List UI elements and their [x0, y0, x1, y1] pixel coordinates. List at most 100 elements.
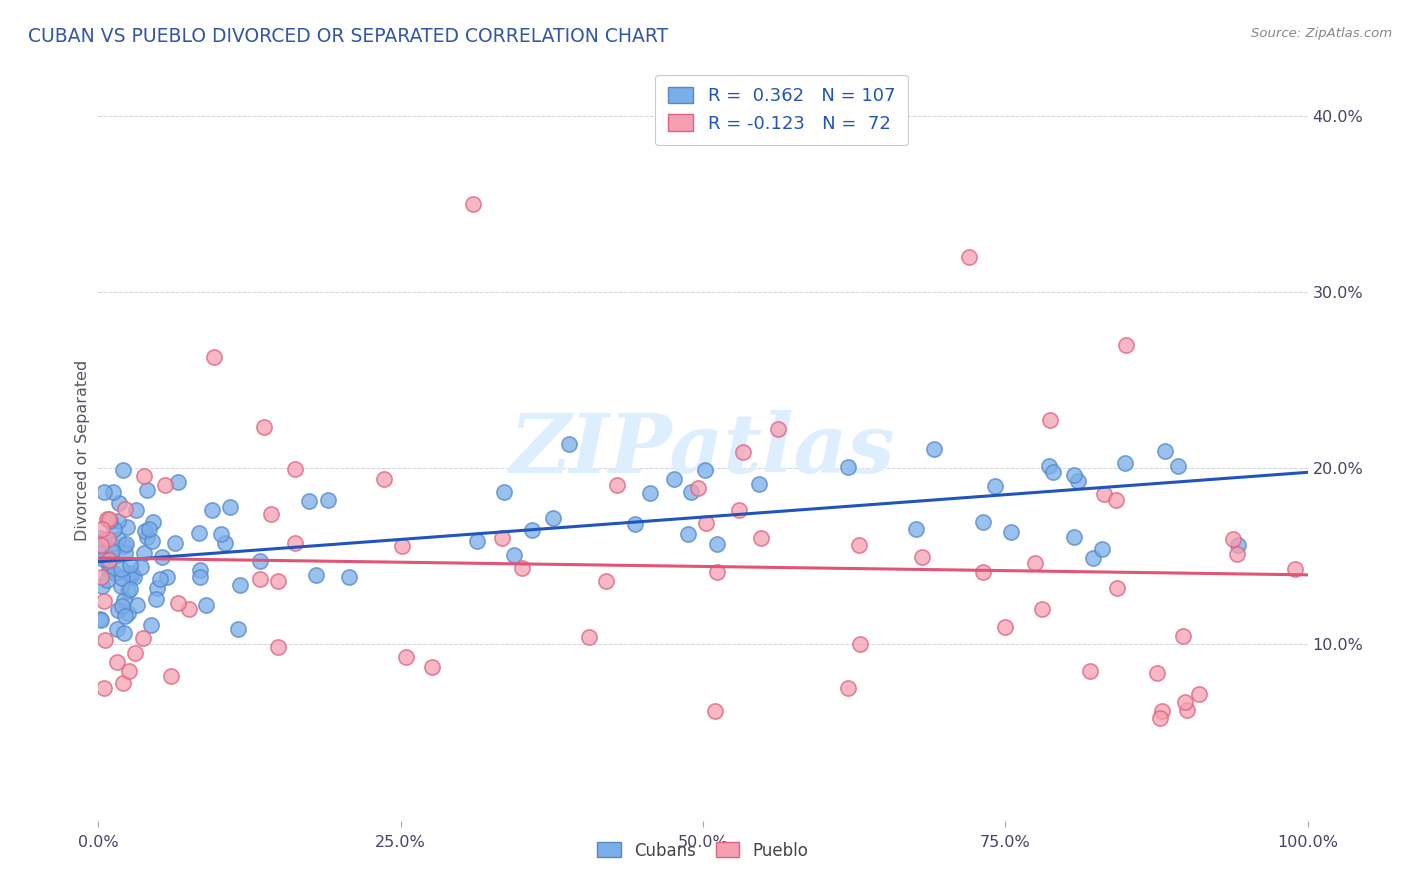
Point	[492, 485, 515, 500]
Point	[904, 522, 927, 536]
Point	[1024, 556, 1046, 570]
Point	[1167, 459, 1189, 474]
Point	[984, 479, 1007, 493]
Point	[101, 485, 124, 500]
Point	[849, 637, 872, 651]
Point	[1225, 547, 1247, 561]
Point	[624, 517, 647, 532]
Point	[167, 596, 190, 610]
Point	[1115, 337, 1137, 351]
Point	[316, 493, 339, 508]
Point	[125, 503, 148, 517]
Point	[91, 552, 114, 566]
Point	[90, 613, 112, 627]
Point	[1063, 468, 1085, 483]
Point	[1067, 474, 1090, 488]
Point	[165, 536, 187, 550]
Point	[1226, 538, 1249, 552]
Point	[706, 537, 728, 551]
Point	[115, 520, 138, 534]
Point	[107, 514, 129, 528]
Point	[98, 553, 121, 567]
Point	[1092, 487, 1115, 501]
Point	[97, 555, 120, 569]
Point	[101, 543, 124, 558]
Point	[111, 599, 134, 614]
Point	[214, 536, 236, 550]
Point	[187, 525, 209, 540]
Point	[1091, 541, 1114, 556]
Point	[695, 516, 717, 531]
Point	[107, 533, 129, 547]
Point	[118, 582, 141, 597]
Point	[229, 578, 252, 592]
Point	[1146, 665, 1168, 680]
Point	[100, 536, 122, 550]
Point	[121, 566, 143, 581]
Point	[134, 524, 156, 539]
Point	[93, 681, 115, 696]
Point	[107, 603, 129, 617]
Point	[202, 350, 225, 364]
Point	[139, 618, 162, 632]
Point	[98, 511, 121, 525]
Point	[90, 522, 112, 536]
Point	[124, 570, 146, 584]
Point	[911, 550, 934, 565]
Point	[146, 581, 169, 595]
Point	[132, 631, 155, 645]
Point	[463, 196, 485, 211]
Point	[156, 569, 179, 583]
Point	[1038, 458, 1060, 473]
Point	[90, 570, 112, 584]
Point	[249, 554, 271, 568]
Point	[132, 469, 155, 483]
Point	[117, 584, 139, 599]
Point	[132, 546, 155, 560]
Point	[111, 676, 134, 690]
Point	[1104, 492, 1126, 507]
Point	[1284, 561, 1306, 575]
Text: Source: ZipAtlas.com: Source: ZipAtlas.com	[1251, 27, 1392, 40]
Point	[1078, 664, 1101, 678]
Point	[766, 422, 789, 436]
Y-axis label: Divorced or Separated: Divorced or Separated	[75, 359, 90, 541]
Point	[93, 593, 115, 607]
Point	[141, 534, 163, 549]
Point	[120, 568, 142, 582]
Point	[96, 511, 118, 525]
Point	[107, 496, 129, 510]
Point	[558, 437, 581, 451]
Point	[337, 570, 360, 584]
Point	[728, 503, 751, 517]
Point	[228, 622, 250, 636]
Point	[89, 612, 111, 626]
Point	[1149, 711, 1171, 725]
Point	[124, 646, 146, 660]
Point	[688, 481, 710, 495]
Point	[748, 476, 770, 491]
Point	[138, 522, 160, 536]
Point	[112, 626, 135, 640]
Point	[260, 507, 283, 521]
Point	[117, 607, 139, 621]
Point	[394, 650, 416, 665]
Text: ZIPatlas: ZIPatlas	[510, 410, 896, 491]
Point	[90, 538, 112, 552]
Point	[149, 572, 172, 586]
Point	[142, 515, 165, 529]
Point	[848, 538, 870, 552]
Point	[167, 475, 190, 489]
Point	[1114, 457, 1136, 471]
Point	[90, 546, 112, 560]
Point	[129, 560, 152, 574]
Point	[114, 608, 136, 623]
Legend: Cubans, Pueblo: Cubans, Pueblo	[589, 833, 817, 868]
Point	[284, 536, 307, 550]
Point	[114, 546, 136, 560]
Point	[1175, 703, 1198, 717]
Point	[266, 640, 288, 654]
Point	[145, 591, 167, 606]
Point	[267, 574, 290, 588]
Point	[1173, 629, 1195, 643]
